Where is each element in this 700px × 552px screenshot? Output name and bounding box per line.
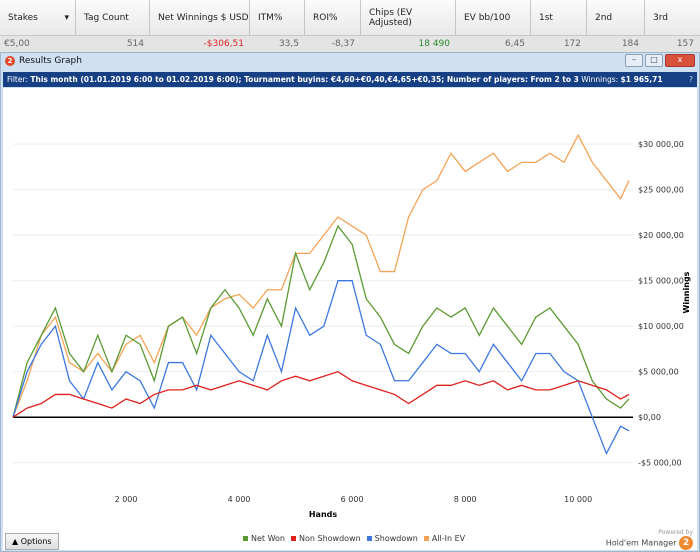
results-graph-window: 2 Results Graph – □ x Filter: This month…	[0, 52, 700, 552]
help-icon[interactable]: ?	[689, 75, 693, 84]
column-header-2nd[interactable]: 2nd	[587, 0, 645, 35]
cell-chips-ev: 18 490	[418, 39, 451, 49]
legend-swatch-icon	[243, 536, 248, 541]
y-tick-label: $30 000,00	[638, 140, 684, 149]
brand-name: Hold'em Manager	[605, 538, 677, 548]
legend-swatch-icon	[423, 536, 429, 541]
options-button[interactable]: ▲ Options	[5, 533, 59, 550]
y-tick-label: $15 000,00	[638, 277, 684, 286]
column-header-stakes[interactable]: Stakes ▾	[0, 0, 76, 35]
filter-text: This month (01.01.2019 6:00 to 01.02.201…	[30, 75, 579, 84]
legend-item[interactable]: All-In EV	[423, 534, 466, 543]
legend-label: Net Won	[251, 534, 285, 543]
cell-roi: -8,37	[331, 39, 355, 49]
powered-by-text: Powered by	[658, 529, 693, 536]
cell-net-winnings: -$306,51	[203, 39, 244, 49]
series-line-non-showdown	[12, 370, 630, 418]
minimize-button[interactable]: –	[625, 54, 643, 67]
dropdown-arrow-icon[interactable]: ▾	[64, 12, 69, 23]
x-tick-label: 4 000	[228, 495, 251, 504]
table-row[interactable]: €5,00 514 -$306,51 33,5 -8,37 18 490 6,4…	[0, 36, 700, 52]
y-tick-label: $20 000,00	[638, 231, 684, 240]
legend-label: Showdown	[374, 534, 418, 543]
series-line-net-won	[12, 224, 630, 418]
column-header-roi[interactable]: ROI%	[305, 0, 361, 35]
legend-item[interactable]: Showdown	[366, 534, 418, 543]
x-tick-label: 8 000	[454, 495, 477, 504]
maximize-button[interactable]: □	[645, 54, 663, 67]
header-label: Stakes	[8, 12, 38, 23]
column-header-itm[interactable]: ITM%	[250, 0, 305, 35]
y-tick-label: $10 000,00	[638, 322, 684, 331]
filter-label: Filter:	[7, 75, 28, 84]
y-axis-label: Winnings	[682, 271, 691, 313]
y-tick-label: $5 000,00	[638, 368, 679, 377]
stats-table-header: Stakes ▾ Tag Count Net Winnings $ USD ITM…	[0, 0, 700, 36]
column-header-chips-ev[interactable]: Chips (EV Adjusted)	[361, 0, 456, 35]
x-tick-label: 10 000	[564, 495, 592, 504]
y-tick-label: -$5 000,00	[638, 459, 682, 468]
column-header-tag-count[interactable]: Tag Count	[76, 0, 150, 35]
x-tick-label: 2 000	[115, 495, 138, 504]
legend-swatch-icon	[366, 536, 372, 541]
chart-svg: -$5 000,00 $0,00 $5 000,00 $10 000,00 $15 00…	[12, 133, 691, 519]
legend-swatch-icon	[291, 536, 296, 541]
legend-item[interactable]: Non Showdown	[291, 534, 361, 543]
cell-stakes: €5,00	[4, 39, 30, 49]
y-tick-label: $0,00	[638, 413, 661, 422]
legend-label: All-In EV	[431, 534, 466, 543]
cell-itm: 33,5	[278, 39, 299, 49]
y-tick-label: $25 000,00	[638, 186, 684, 195]
brand: Powered by Hold'em Manager 2	[606, 529, 693, 550]
results-chart: -$5 000,00 $0,00 $5 000,00 $10 000,00 $15 00…	[3, 88, 697, 529]
close-button[interactable]: x	[665, 54, 695, 67]
cell-3rd: 157	[676, 39, 694, 49]
x-axis-label: Hands	[309, 510, 338, 519]
cell-1st: 172	[563, 39, 581, 49]
cell-tag-count: 514	[126, 39, 144, 49]
window-title: Results Graph	[19, 56, 82, 66]
window-title-bar: 2 Results Graph	[5, 56, 82, 66]
cell-ev-bb100: 6,45	[504, 39, 525, 49]
brand-logo-icon: 2	[679, 536, 693, 550]
x-tick-label: 6 000	[341, 495, 364, 504]
series-line-all-in-ev	[12, 133, 630, 418]
column-header-1st[interactable]: 1st	[531, 0, 587, 35]
column-header-ev-bb100[interactable]: EV bb/100	[456, 0, 531, 35]
filter-bar: Filter: This month (01.01.2019 6:00 to 0…	[3, 72, 697, 87]
legend-item[interactable]: Net Won	[243, 534, 285, 543]
app-logo-icon: 2	[5, 56, 15, 66]
winnings-label: Winnings:	[581, 75, 619, 84]
series-line-showdown	[12, 280, 630, 456]
column-header-3rd[interactable]: 3rd	[653, 12, 668, 23]
legend-label: Non Showdown	[299, 534, 361, 543]
winnings-value: $1 965,71	[620, 75, 663, 84]
chart-footer: ▲ Options Net Won Non Showdown Showdown All…	[3, 529, 697, 550]
column-header-net-winnings[interactable]: Net Winnings $ USD	[150, 0, 250, 35]
cell-2nd: 184	[621, 39, 639, 49]
chart-legend: Net Won Non Showdown Showdown All-In EV	[243, 534, 465, 543]
